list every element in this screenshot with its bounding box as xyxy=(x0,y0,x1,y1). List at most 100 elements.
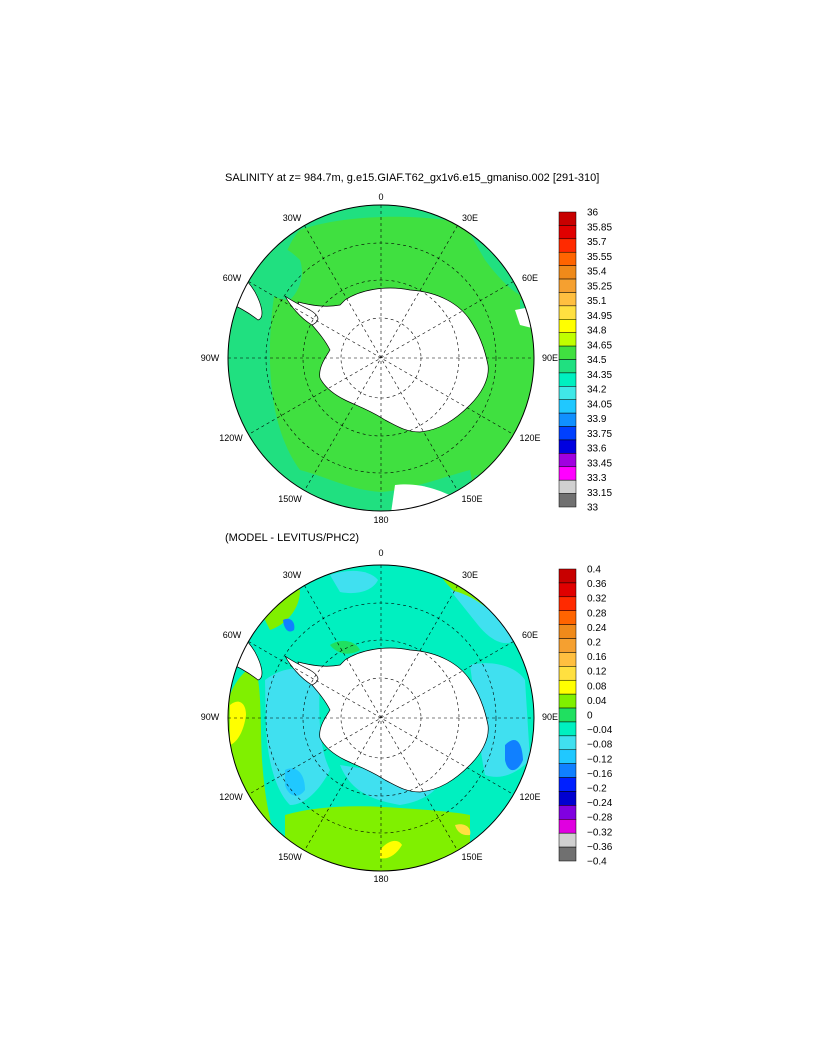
bottom-colorbar-tick-label: −0.36 xyxy=(587,842,613,853)
top-colorbar-swatch xyxy=(558,278,577,293)
bottom-colorbar-tick-label: 0.32 xyxy=(587,594,607,605)
bottom-colorbar-swatch xyxy=(558,832,577,848)
bottom-colorbar-tick-label: −0.4 xyxy=(587,857,607,868)
lon-label-90w: 90W xyxy=(201,712,220,722)
top-colorbar-swatch xyxy=(558,426,577,441)
bottom-colorbar-tick-label: 0.16 xyxy=(587,652,607,663)
lon-label-120e: 120E xyxy=(519,433,540,443)
bottom-colorbar-tick-label: −0.24 xyxy=(587,798,613,809)
top-colorbar-tick-label: 35.7 xyxy=(587,237,607,248)
top-colorbar-tick-label: 35.4 xyxy=(587,267,607,278)
lon-label-150w: 150W xyxy=(278,852,302,862)
bottom-colorbar-tick-label: −0.08 xyxy=(587,740,613,751)
bottom-colorbar-swatch xyxy=(558,819,577,834)
top-colorbar-tick-label: 33.75 xyxy=(587,429,612,440)
top-colorbar-swatch xyxy=(558,305,577,320)
top-colorbar-tick-label: 34.65 xyxy=(587,340,612,351)
top-colorbar-swatch xyxy=(558,439,577,454)
bottom-colorbar-tick-label: 0.12 xyxy=(587,667,607,678)
lon-label-30e: 30E xyxy=(462,570,478,580)
top-colorbar-swatch xyxy=(558,292,577,307)
top-colorbar-tick-label: 35.55 xyxy=(587,252,612,263)
top-colorbar-swatch xyxy=(558,319,577,333)
top-colorbar-swatch xyxy=(558,332,577,347)
bottom-map-title: (MODEL - LEVITUS/PHC2) xyxy=(225,532,360,544)
bottom-lon-labels: 0 30E 60E 90E 120E 150E 180 150W 120W 90… xyxy=(201,548,558,884)
lon-label-90e: 90E xyxy=(542,353,558,363)
bottom-colorbar-swatch xyxy=(558,679,577,695)
lon-label-150w: 150W xyxy=(278,494,302,504)
lon-label-180: 180 xyxy=(373,874,388,884)
top-colorbar-tick-label: 34.35 xyxy=(587,370,612,381)
top-colorbar-tick-label: 33 xyxy=(587,503,599,514)
top-colorbar-swatch xyxy=(558,265,577,280)
lon-label-30w: 30W xyxy=(283,213,302,223)
top-colorbar-tick-label: 34.8 xyxy=(587,326,607,337)
top-colorbar-tick-label: 35.85 xyxy=(587,222,612,233)
lon-label-120e: 120E xyxy=(519,792,540,802)
top-colorbar-tick-label: 34.2 xyxy=(587,385,607,396)
bottom-colorbar-swatch xyxy=(558,693,577,709)
lon-label-60w: 60W xyxy=(223,630,242,640)
top-colorbar-tick-label: 33.9 xyxy=(587,414,607,425)
lon-label-60w: 60W xyxy=(223,273,242,283)
bottom-colorbar-tick-label: 0.36 xyxy=(587,579,607,590)
top-colorbar-tick-label: 34.95 xyxy=(587,311,612,322)
bottom-colorbar-swatch xyxy=(558,749,577,764)
bottom-colorbar-tick-label: −0.12 xyxy=(587,754,613,765)
top-colorbar-swatch xyxy=(558,386,577,400)
bottom-colorbar-swatch xyxy=(558,707,577,723)
top-colorbar-swatch xyxy=(558,493,577,508)
bottom-colorbar-tick-label: 0.4 xyxy=(587,565,601,576)
top-colorbar-tick-label: 33.6 xyxy=(587,444,607,455)
top-colorbar-tick-label: 33.45 xyxy=(587,458,612,469)
bottom-colorbar-tick-label: 0 xyxy=(587,711,593,722)
top-colorbar-tick-label: 33.15 xyxy=(587,488,612,499)
lon-label-60e: 60E xyxy=(522,273,538,283)
lon-label-120w: 120W xyxy=(219,433,243,443)
top-colorbar-swatch xyxy=(558,372,577,387)
lon-label-90e: 90E xyxy=(542,712,558,722)
lon-label-150e: 150E xyxy=(461,852,482,862)
bottom-colorbar-tick-label: −0.16 xyxy=(587,769,613,780)
bottom-colorbar-tick-label: 0.04 xyxy=(587,696,607,707)
lon-label-0: 0 xyxy=(378,548,383,558)
lon-label-0: 0 xyxy=(378,192,383,202)
bottom-colorbar-swatch xyxy=(558,652,577,667)
bottom-map-border xyxy=(227,564,535,872)
bottom-colorbar: 0.4 0.36 0.32 0.28 0.24 0.2 0.16 0.12 0.08 0.04 0 −… xyxy=(558,565,613,868)
bottom-colorbar-swatch xyxy=(558,582,577,598)
lon-label-150e: 150E xyxy=(461,494,482,504)
bottom-colorbar-tick-label: 0.2 xyxy=(587,638,601,649)
top-colorbar-swatch xyxy=(558,251,577,266)
bottom-colorbar-swatch xyxy=(558,763,577,778)
top-map-border xyxy=(227,204,535,512)
top-colorbar-tick-label: 35.1 xyxy=(587,296,607,307)
lon-label-90w: 90W xyxy=(201,353,220,363)
lon-label-30w: 30W xyxy=(283,570,302,580)
top-colorbar-tick-label: 35.25 xyxy=(587,281,612,292)
top-colorbar-swatch xyxy=(558,466,577,481)
bottom-colorbar-swatch xyxy=(558,805,577,820)
bottom-colorbar-swatch xyxy=(558,721,577,737)
top-colorbar-swatch xyxy=(558,345,577,360)
top-colorbar: 36 35.85 35.7 35.55 35.4 35.25 35.1 34.95 34.8 34… xyxy=(558,208,612,514)
lon-label-180: 180 xyxy=(373,515,388,525)
bottom-colorbar-swatch xyxy=(558,624,577,639)
bottom-colorbar-swatch xyxy=(558,846,577,862)
top-colorbar-swatch xyxy=(558,453,577,468)
top-colorbar-tick-label: 36 xyxy=(587,208,599,219)
bottom-colorbar-tick-label: −0.28 xyxy=(587,813,613,824)
top-colorbar-swatch xyxy=(558,359,577,374)
bottom-colorbar-swatch xyxy=(558,610,577,625)
top-meridians xyxy=(228,205,534,511)
bottom-colorbar-tick-label: 0.24 xyxy=(587,623,607,634)
bottom-colorbar-swatch xyxy=(558,638,577,653)
top-colorbar-swatch xyxy=(558,412,577,427)
bottom-meridians xyxy=(228,565,534,871)
bottom-colorbar-tick-label: −0.2 xyxy=(587,784,607,795)
top-colorbar-tick-label: 34.5 xyxy=(587,355,607,366)
top-colorbar-tick-label: 34.05 xyxy=(587,399,612,410)
top-map-title: SALINITY at z= 984.7m, g.e15.GIAF.T62_gx… xyxy=(225,172,600,184)
